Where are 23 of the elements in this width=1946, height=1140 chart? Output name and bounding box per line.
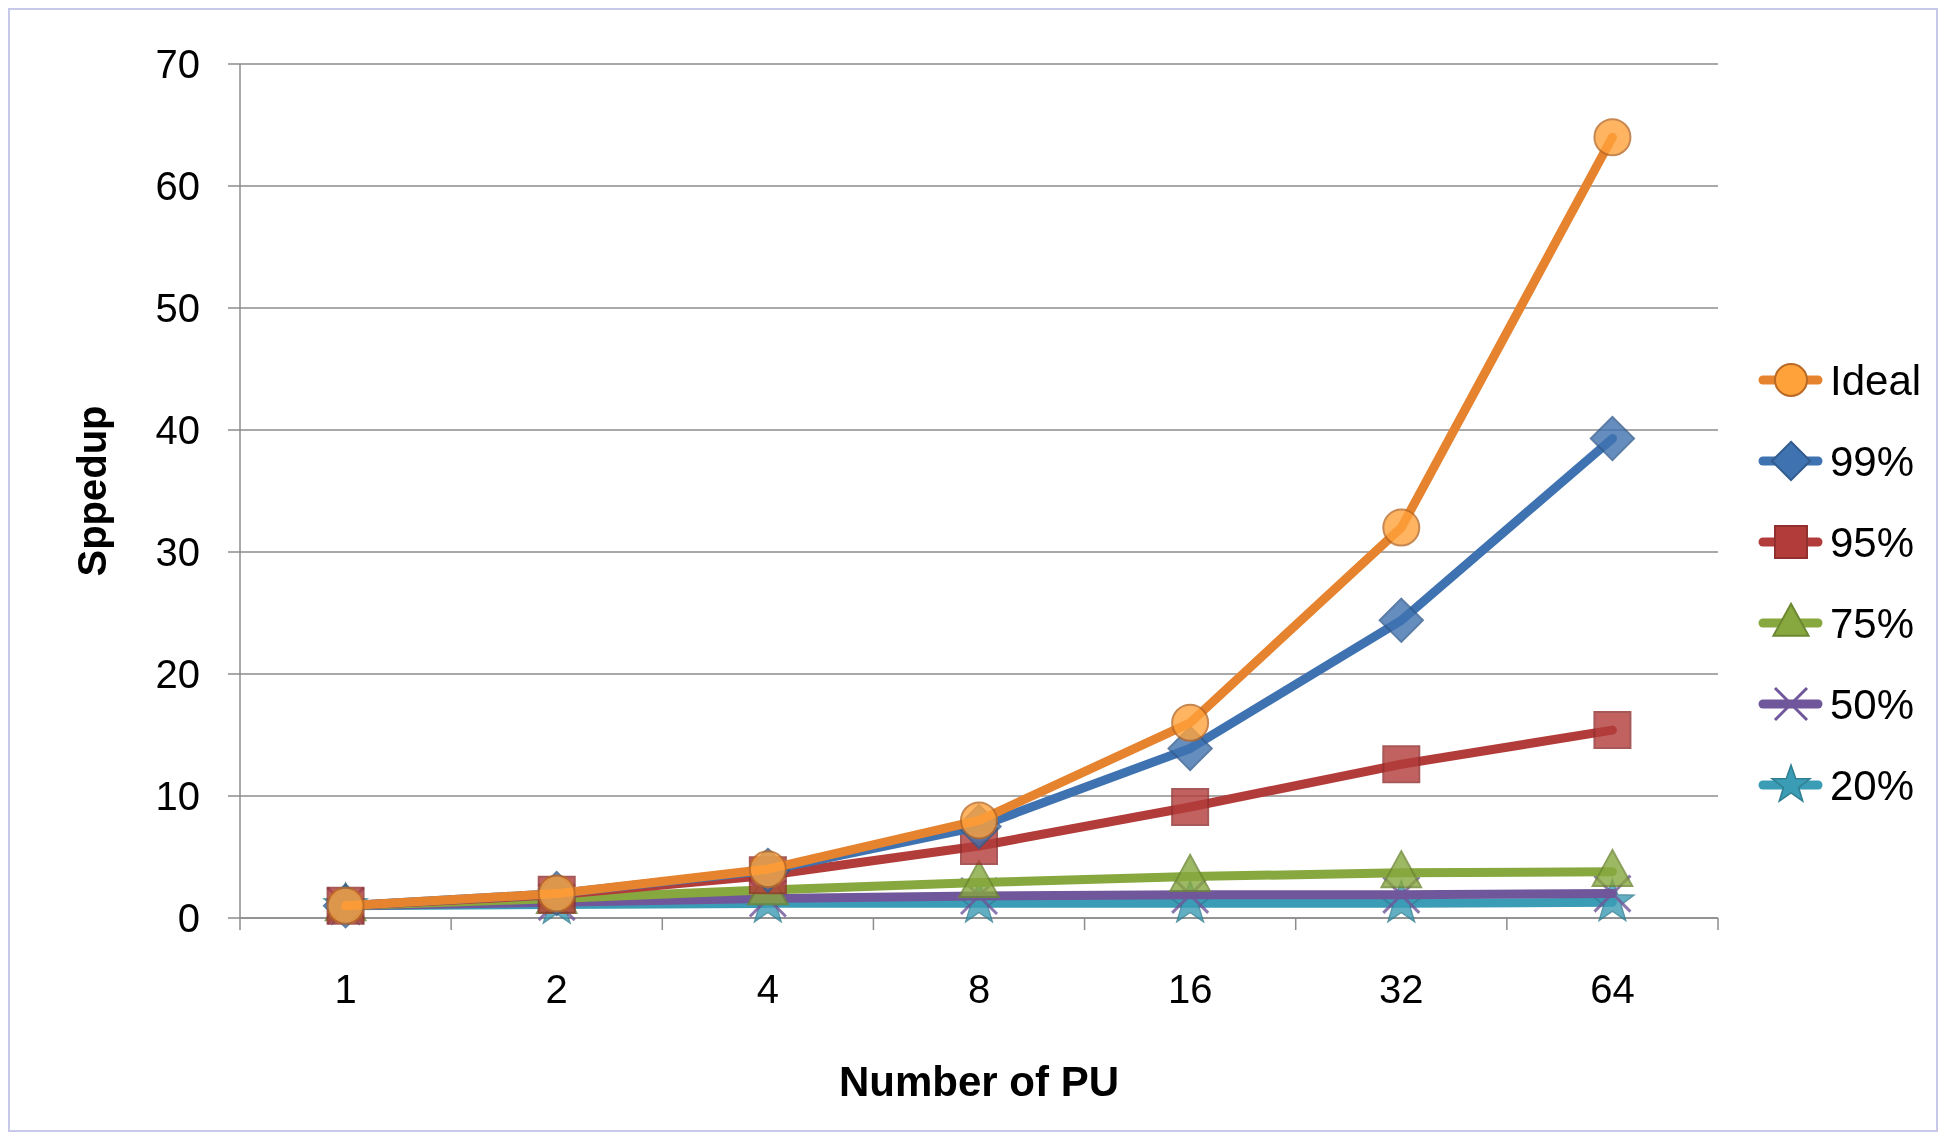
x-tick-label: 8: [967, 967, 991, 1011]
x-axis-title: Number of PU: [838, 1058, 1120, 1105]
x-tick-label: 1: [334, 967, 357, 1011]
legend-label: 75%: [1830, 599, 1915, 647]
y-tick-label: 20: [155, 652, 200, 696]
y-tick-label: 60: [155, 164, 200, 208]
legend-label: 99%: [1830, 437, 1915, 485]
x-tick-label: 16: [1167, 967, 1213, 1011]
x-tick-label: 64: [1590, 967, 1635, 1011]
y-axis-title: Sppedup: [70, 405, 114, 577]
legend-label: 20%: [1830, 761, 1915, 809]
y-tick-label: 30: [155, 530, 200, 574]
legend-label: 95%: [1830, 518, 1915, 566]
y-tick-label: 10: [155, 774, 200, 818]
y-tick-label: 70: [155, 42, 200, 86]
y-tick-label: 40: [155, 408, 200, 452]
legend-label: Ideal: [1830, 356, 1922, 404]
legend-label: 50%: [1830, 680, 1915, 728]
x-tick-label: 2: [545, 967, 568, 1011]
x-tick-label: 32: [1379, 967, 1424, 1011]
y-tick-label: 0: [177, 896, 200, 940]
x-tick-label: 4: [756, 967, 779, 1011]
y-tick-label: 50: [155, 286, 200, 330]
